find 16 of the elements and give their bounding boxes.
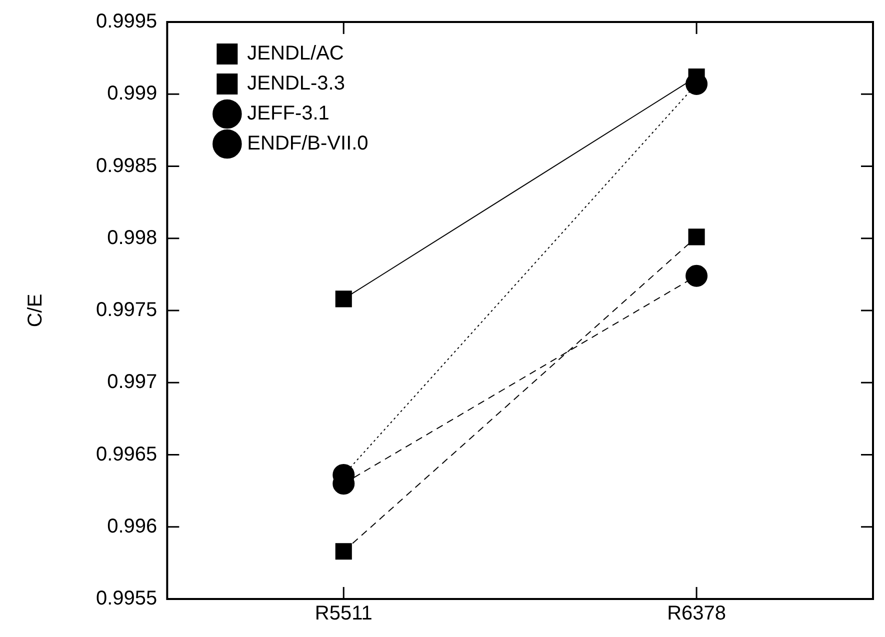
legend-label: JENDL-3.3 — [247, 72, 345, 95]
y-tick-label: 0.999 — [107, 82, 158, 105]
x-tick-label: R6378 — [667, 602, 726, 625]
y-axis-title: C/E — [24, 294, 47, 328]
legend-label: ENDF/B-VII.0 — [247, 132, 368, 155]
y-tick-label: 0.9965 — [96, 443, 158, 466]
y-tick-label: 0.9985 — [96, 154, 158, 177]
legend-label: JENDL/AC — [247, 42, 344, 65]
y-tick-label: 0.997 — [107, 371, 158, 394]
y-tick-label: 0.9955 — [96, 588, 158, 610]
x-tick-label: R5511 — [314, 602, 372, 625]
y-tick-label: 0.996 — [107, 515, 158, 538]
y-tick-label: 0.9995 — [96, 10, 158, 33]
y-tick-label: 0.998 — [107, 226, 158, 249]
y-tick-label: 0.9975 — [96, 299, 158, 322]
legend-label: JEFF-3.1 — [247, 102, 330, 125]
